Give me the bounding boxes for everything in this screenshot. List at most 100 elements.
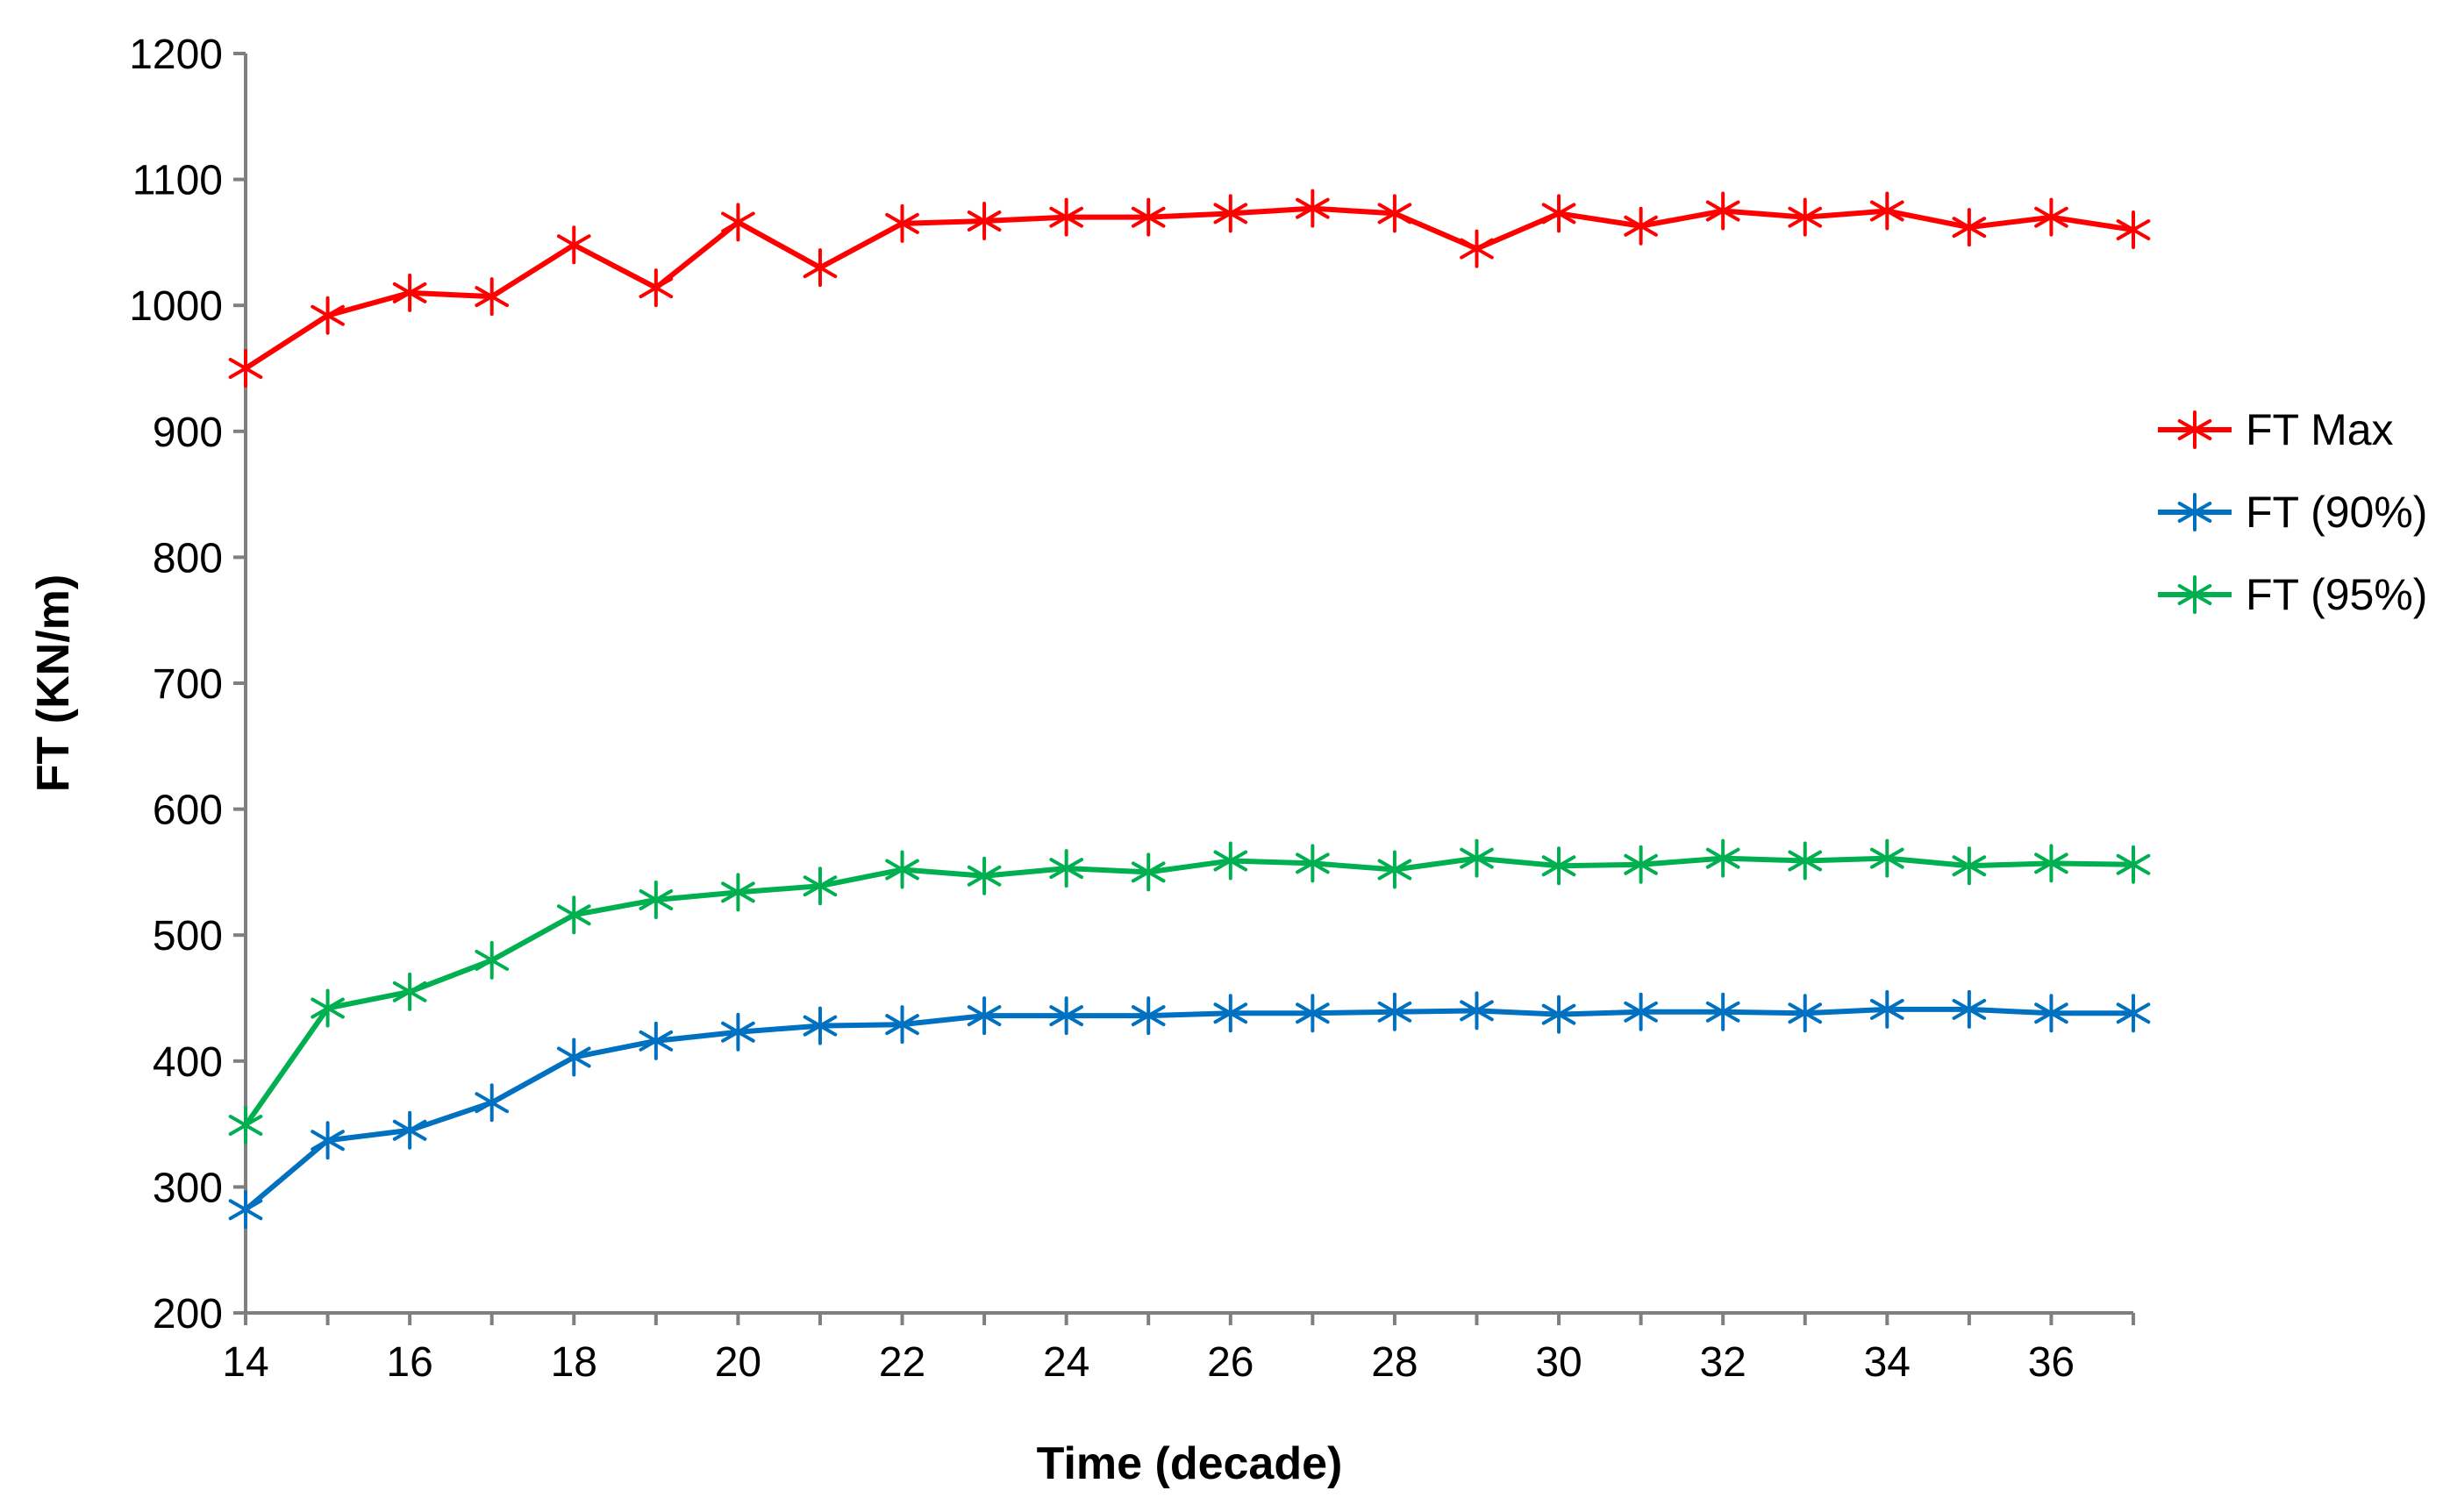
legend-label: FT Max [2246,405,2394,454]
y-tick-label: 300 [153,1165,223,1211]
x-tick-label: 36 [2028,1339,2075,1386]
series-3-point [639,880,674,919]
series-3-point [1213,841,1248,881]
series-3-point [1869,838,1904,878]
legend-marker [2177,575,2212,614]
series-3-point [475,940,510,980]
series-2-point [885,1005,919,1045]
series-1-point [967,201,1002,240]
x-tick-label: 24 [1043,1339,1089,1386]
series-2-point [1131,996,1166,1036]
series-3-point [1541,846,1576,886]
x-tick-label: 30 [1535,1339,1582,1386]
axes [244,53,2133,1315]
series-1-point [1131,197,1166,237]
series-2-group [228,989,2151,1230]
y-tick-label: 1000 [129,283,223,330]
series-2-point [556,1038,591,1077]
series-2-point [1869,989,1904,1029]
y-axis-ticks: 200 300 400 500 600 700 800 900 1000 1100 1200 [129,32,246,1337]
series-1-point [1213,194,1248,233]
series-3-point [967,856,1002,895]
x-axis-title: Time (decade) [1037,1438,1343,1489]
series-2-point [228,1190,263,1230]
x-tick-label: 26 [1207,1339,1254,1386]
series-3-line [243,855,2134,1127]
series-1-point [2116,210,2151,250]
y-tick-label: 200 [153,1291,223,1337]
series-2-point [1377,992,1412,1031]
series-3-point [1460,838,1494,878]
legend-item: FT (95%) [2158,570,2427,619]
series-2-point [967,996,1002,1036]
series-1-point [392,273,427,312]
series-2-line [244,1006,2133,1212]
series-1-group [228,189,2151,388]
series-2-point [803,1006,838,1045]
series-1-point [1705,191,1740,231]
y-tick-label: 400 [153,1039,223,1086]
series-1-point [803,248,838,288]
series-2-point [1705,992,1740,1031]
series-3-point [803,867,838,906]
series-3-point [556,895,591,935]
series-1-point [885,203,919,243]
series-1-point [1296,189,1330,228]
series-1-point [2034,197,2068,237]
series-1-point [1049,197,1083,237]
series-2-point [1296,994,1330,1033]
x-tick-label: 34 [1864,1339,1911,1386]
x-tick-label: 20 [715,1339,761,1386]
series-2-point [392,1110,427,1150]
series-2-point [639,1021,674,1060]
series-1-point [1788,197,1823,237]
series-1-point [556,225,591,265]
series-1-point [1460,229,1494,268]
series-3-point [1049,849,1083,888]
series-3-point [311,988,345,1028]
series-3-point [1624,845,1658,884]
series-2-point [1952,989,1987,1029]
series-lines [228,189,2151,1230]
series-2-point [475,1083,510,1123]
series-3-point [1705,838,1740,878]
series-2-point [1213,994,1248,1033]
x-axis-ticks: 14 16 18 20 22 24 26 28 30 32 34 36 [222,1313,2135,1386]
series-1-point [721,203,755,242]
y-tick-label: 600 [153,788,223,834]
x-tick-label: 32 [1699,1339,1746,1386]
series-1-point [1624,206,1658,246]
x-tick-label: 16 [386,1339,432,1386]
series-3-point [2116,845,2151,884]
y-tick-label: 900 [153,410,223,456]
y-tick-label: 1100 [132,158,223,204]
y-tick-label: 1200 [129,32,223,78]
series-2-point [1049,996,1083,1036]
series-1-line [244,205,2134,371]
series-3-point [1788,841,1823,881]
series-3-point [1377,850,1412,889]
series-3-point [721,873,755,912]
series-1-point [1869,191,1904,231]
legend-item: FT Max [2158,405,2394,454]
series-2-point [1541,995,1576,1034]
series-1-point [311,296,345,335]
x-tick-label: 28 [1371,1339,1418,1386]
series-2-point [2034,994,2068,1033]
series-1-point [1377,194,1412,233]
series-1-point [1952,208,1987,247]
x-tick-label: 22 [879,1339,925,1386]
legend-label: FT (95%) [2246,570,2427,619]
series-3-point [228,1106,263,1145]
legend-label: FT (90%) [2246,488,2427,537]
x-tick-label: 18 [551,1339,597,1386]
series-1-point [475,277,510,317]
series-3-point [1952,846,1987,886]
x-tick-label: 14 [222,1339,268,1386]
series-2-point [721,1012,755,1052]
series-3-point [2034,844,2068,883]
legend-marker [2177,410,2212,449]
series-2-point [1788,994,1823,1033]
y-tick-label: 700 [153,661,223,708]
